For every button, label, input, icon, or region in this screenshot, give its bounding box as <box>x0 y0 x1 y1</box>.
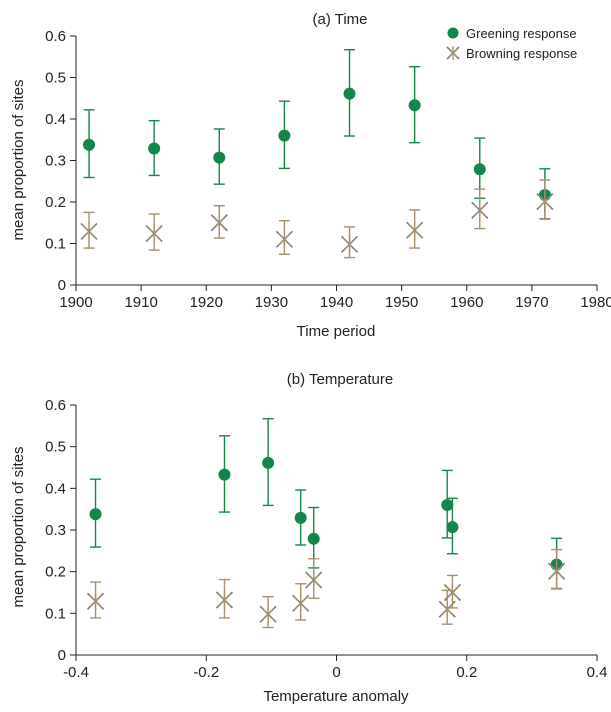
series-greening <box>89 418 563 590</box>
x-axis-label: Time period <box>297 323 376 340</box>
data-point-browning <box>406 221 424 240</box>
data-point-greening <box>294 511 307 524</box>
data-point-browning <box>145 224 163 243</box>
y-tick-label: 0.2 <box>45 194 66 211</box>
data-point-greening <box>89 508 102 521</box>
data-point-browning <box>86 592 105 611</box>
y-axis-label: mean proportion of sites <box>10 80 27 241</box>
series-greening <box>83 48 551 220</box>
y-tick-label: 0.6 <box>45 397 66 414</box>
x-tick-label: 1910 <box>124 294 157 311</box>
data-point-browning <box>443 583 461 602</box>
data-point-greening <box>213 151 226 164</box>
x-tick-label: 1950 <box>385 294 418 311</box>
data-point-browning <box>292 594 310 613</box>
legend: Greening response Browning response <box>446 26 577 61</box>
data-point-browning <box>340 235 359 254</box>
data-point-browning <box>80 222 98 241</box>
data-point-greening <box>441 499 454 511</box>
y-axis-label: mean proportion of sites <box>10 447 27 608</box>
series-browning <box>86 548 566 629</box>
data-point-greening <box>408 99 421 112</box>
data-point-browning <box>215 591 234 609</box>
y-tick-label: 0.4 <box>45 480 66 497</box>
data-point-greening <box>343 87 356 100</box>
x-tick-label: -0.4 <box>63 664 89 681</box>
y-tick-label: 0.3 <box>45 522 66 539</box>
data-marks <box>80 48 554 259</box>
x-tick-label: 1920 <box>190 294 223 311</box>
x-tick-label: 0.4 <box>587 664 608 681</box>
legend-greening-label: Greening response <box>466 26 577 41</box>
data-point-greening <box>278 129 291 142</box>
legend-entry-browning: Browning response <box>446 46 577 61</box>
data-point-browning <box>471 201 489 220</box>
data-point-greening <box>446 521 459 534</box>
series-browning <box>80 179 554 259</box>
data-point-browning <box>536 192 554 211</box>
x-tick-label: 1960 <box>450 294 483 311</box>
data-point-browning <box>210 213 228 232</box>
data-point-greening <box>473 163 486 176</box>
chart-title: (a) Time <box>312 11 367 28</box>
x-tick-label: 0 <box>332 664 340 681</box>
y-tick-label: 0 <box>58 277 66 294</box>
data-point-greening <box>148 142 161 155</box>
panel-temperature: (b) Temperature mean proportion of sites… <box>10 371 607 705</box>
y-tick-label: 0.4 <box>45 111 66 128</box>
data-marks <box>86 418 566 629</box>
y-tick-label: 0.5 <box>45 70 66 87</box>
data-point-greening <box>83 138 96 151</box>
legend-entry-greening: Greening response <box>447 26 577 41</box>
legend-star-shape <box>446 46 460 60</box>
y-tick-label: 0 <box>58 647 66 664</box>
legend-browning-label: Browning response <box>466 46 577 61</box>
data-point-browning <box>275 230 293 249</box>
y-tick-label: 0.5 <box>45 439 66 456</box>
y-tick-label: 0.3 <box>45 153 66 170</box>
x-tick-label: -0.2 <box>193 664 219 681</box>
y-tick-label: 0.2 <box>45 564 66 581</box>
y-tick-label: 0.6 <box>45 28 66 45</box>
data-point-greening <box>218 468 231 481</box>
x-axis-label: Temperature anomaly <box>263 688 409 705</box>
panel-time: (a) Time mean proportion of sites Time p… <box>10 11 611 340</box>
x-tick-label: 1980 <box>580 294 611 311</box>
data-point-greening <box>262 456 275 469</box>
axes: 0 0.1 0.2 0.3 0.4 0.5 0.6 -0.4 -0.2 0 0.2 0.4 <box>45 397 607 681</box>
x-tick-label: 1940 <box>320 294 353 311</box>
y-tick-label: 0.1 <box>45 236 66 253</box>
data-point-browning <box>548 562 566 581</box>
axes: 0 0.1 0.2 0.3 0.4 0.5 0.6 1900 1910 1920 1930 1940 1… <box>45 28 611 311</box>
chart-title: (b) Temperature <box>287 371 393 388</box>
x-tick-label: 1930 <box>255 294 288 311</box>
x-tick-label: 1970 <box>515 294 548 311</box>
data-point-greening <box>307 532 320 545</box>
x-tick-label: 1900 <box>59 294 92 311</box>
y-tick-label: 0.1 <box>45 605 66 622</box>
legend-browning-marker <box>446 46 460 60</box>
data-point-browning <box>259 605 277 624</box>
legend-greening-marker <box>447 27 459 39</box>
x-tick-label: 0.2 <box>456 664 477 681</box>
data-point-browning <box>305 571 323 589</box>
